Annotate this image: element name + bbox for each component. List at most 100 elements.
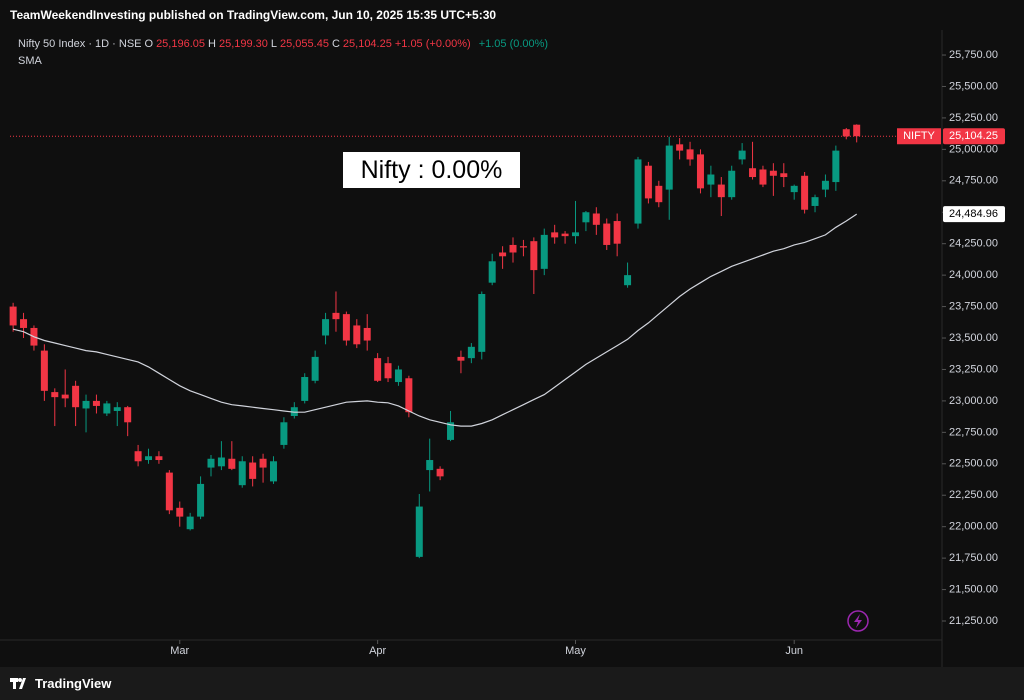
candle-body — [426, 460, 434, 471]
change-alt: +1.05 (0.00%) — [478, 38, 549, 50]
x-tick-label: Mar — [170, 645, 189, 657]
candle-body — [290, 407, 298, 416]
candle-body — [40, 350, 48, 391]
y-tick-label: 25,500.00 — [949, 80, 998, 92]
candle-body — [384, 363, 392, 379]
candle-body — [488, 261, 496, 283]
change: +1.05 (+0.00%) — [394, 38, 471, 50]
high-value: 25,199.30 — [218, 38, 268, 50]
candle-body — [405, 378, 413, 413]
alert-icon-bolt — [854, 614, 862, 628]
candle-body — [613, 221, 621, 244]
candle-body — [728, 170, 736, 198]
y-tick-label: 25,750.00 — [949, 49, 998, 61]
candle-body — [519, 246, 527, 248]
candle-body — [592, 213, 600, 225]
candle-body — [332, 312, 340, 320]
sma-tag — [943, 206, 1005, 223]
candle-body — [603, 223, 611, 245]
y-tick-label: 23,500.00 — [949, 332, 998, 344]
last-price-tag — [943, 128, 1005, 145]
candle-body — [655, 185, 663, 203]
sma-tag-label: 24,484.96 — [949, 208, 998, 220]
candle-body — [780, 173, 788, 178]
sma-legend: SMA — [18, 55, 42, 67]
candle-body — [103, 403, 111, 414]
y-tick-label: 23,000.00 — [949, 395, 998, 407]
x-tick-label: Jun — [785, 645, 803, 657]
candle-body — [717, 184, 725, 198]
candle-body — [676, 144, 684, 151]
y-tick-label: 24,750.00 — [949, 175, 998, 187]
close-label: C — [331, 38, 340, 50]
candle-body — [499, 252, 507, 257]
candle-body — [467, 346, 475, 359]
y-tick-label: 22,000.00 — [949, 521, 998, 533]
legend: Nifty 50 Index · 1D · NSE O 25,196.05 H 25… — [18, 38, 548, 50]
x-tick-label: Apr — [369, 645, 386, 657]
candle-body — [561, 233, 569, 237]
plot-background — [10, 30, 940, 640]
candle-body — [228, 458, 236, 469]
candle-body — [759, 169, 767, 185]
low-label: L — [270, 38, 278, 50]
alert-icon — [847, 610, 869, 632]
sma-line — [12, 213, 858, 427]
candle-body — [686, 149, 694, 160]
candle-body — [165, 472, 173, 511]
open-label: O — [144, 38, 154, 50]
candle-body — [749, 168, 757, 178]
candle-body — [821, 180, 829, 190]
candle-body — [551, 232, 559, 238]
candle-body — [832, 150, 840, 183]
last-price-label: 25,104.25 — [949, 130, 998, 142]
candle-body — [811, 197, 819, 206]
candle-body — [447, 422, 455, 440]
candle-body — [624, 275, 632, 286]
candle-body — [301, 377, 309, 401]
candle-body — [176, 507, 184, 517]
close-value: 25,104.25 — [342, 38, 392, 50]
candle-body — [478, 293, 486, 352]
candle-body — [738, 150, 746, 160]
y-tick-label: 22,500.00 — [949, 458, 998, 470]
logo — [10, 678, 26, 689]
candle-body — [342, 314, 350, 341]
annotation: Nifty : 0.00% — [343, 152, 520, 188]
candle-body — [696, 154, 704, 189]
symbol-tag — [897, 128, 941, 145]
candle-body — [582, 212, 590, 223]
candle-body — [644, 165, 652, 199]
candle-body — [769, 170, 777, 176]
chart: 21,250.00 21,500.00 21,750.00 22,000.00 22,2… — [0, 30, 1005, 667]
candle-body — [322, 319, 330, 336]
candle-body — [540, 234, 548, 269]
y-tick-label: 21,500.00 — [949, 583, 998, 595]
candle-body — [207, 458, 215, 468]
candle-body — [269, 461, 277, 482]
candle-body — [509, 244, 517, 253]
y-tick-label: 22,250.00 — [949, 489, 998, 501]
candle-body — [634, 159, 642, 224]
high-label: H — [208, 38, 216, 50]
candle-body — [457, 356, 465, 361]
y-tick-label: 23,750.00 — [949, 300, 998, 312]
brand: TradingView — [35, 676, 112, 691]
candle-body — [415, 506, 423, 557]
candle-body — [249, 462, 257, 479]
candle-body — [186, 516, 194, 530]
candle-body — [394, 369, 402, 383]
candle-body — [82, 400, 90, 409]
low-value: 25,055.45 — [280, 38, 329, 50]
y-tick-label: 23,250.00 — [949, 363, 998, 375]
candle-body — [842, 129, 850, 137]
candle-body — [113, 407, 121, 411]
candle-body — [145, 456, 153, 461]
symbol: Nifty 50 Index · 1D · NSE — [18, 38, 142, 50]
candle-body — [72, 385, 80, 408]
y-tick-label: 21,750.00 — [949, 552, 998, 564]
y-tick-label: 22,750.00 — [949, 426, 998, 438]
candle-body — [436, 468, 444, 477]
candle-body — [197, 483, 205, 517]
candle-body — [311, 356, 319, 381]
